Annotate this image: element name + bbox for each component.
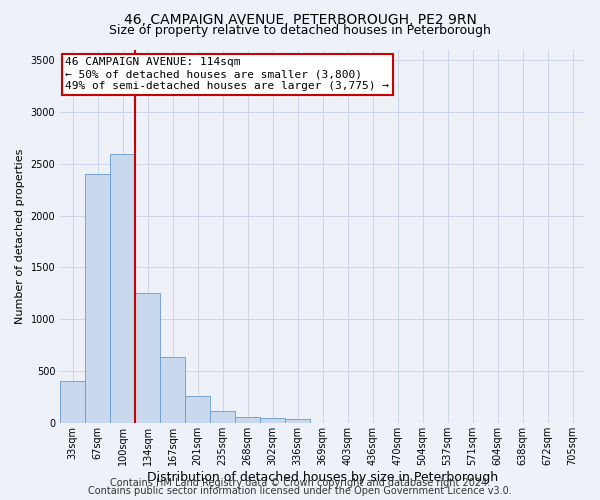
Bar	[260, 418, 285, 423]
Text: 46 CAMPAIGN AVENUE: 114sqm
← 50% of detached houses are smaller (3,800)
49% of s: 46 CAMPAIGN AVENUE: 114sqm ← 50% of deta…	[65, 58, 389, 90]
Text: 46, CAMPAIGN AVENUE, PETERBOROUGH, PE2 9RN: 46, CAMPAIGN AVENUE, PETERBOROUGH, PE2 9…	[124, 12, 476, 26]
X-axis label: Distribution of detached houses by size in Peterborough: Distribution of detached houses by size …	[147, 470, 498, 484]
Bar	[235, 416, 260, 423]
Bar	[185, 396, 210, 423]
Bar	[110, 154, 135, 423]
Bar	[210, 412, 235, 423]
Text: Contains public sector information licensed under the Open Government Licence v3: Contains public sector information licen…	[88, 486, 512, 496]
Bar	[160, 356, 185, 423]
Y-axis label: Number of detached properties: Number of detached properties	[15, 148, 25, 324]
Bar	[135, 294, 160, 423]
Bar	[285, 418, 310, 423]
Text: Contains HM Land Registry data © Crown copyright and database right 2024.: Contains HM Land Registry data © Crown c…	[110, 478, 490, 488]
Bar	[85, 174, 110, 423]
Text: Size of property relative to detached houses in Peterborough: Size of property relative to detached ho…	[109, 24, 491, 37]
Bar	[60, 382, 85, 423]
